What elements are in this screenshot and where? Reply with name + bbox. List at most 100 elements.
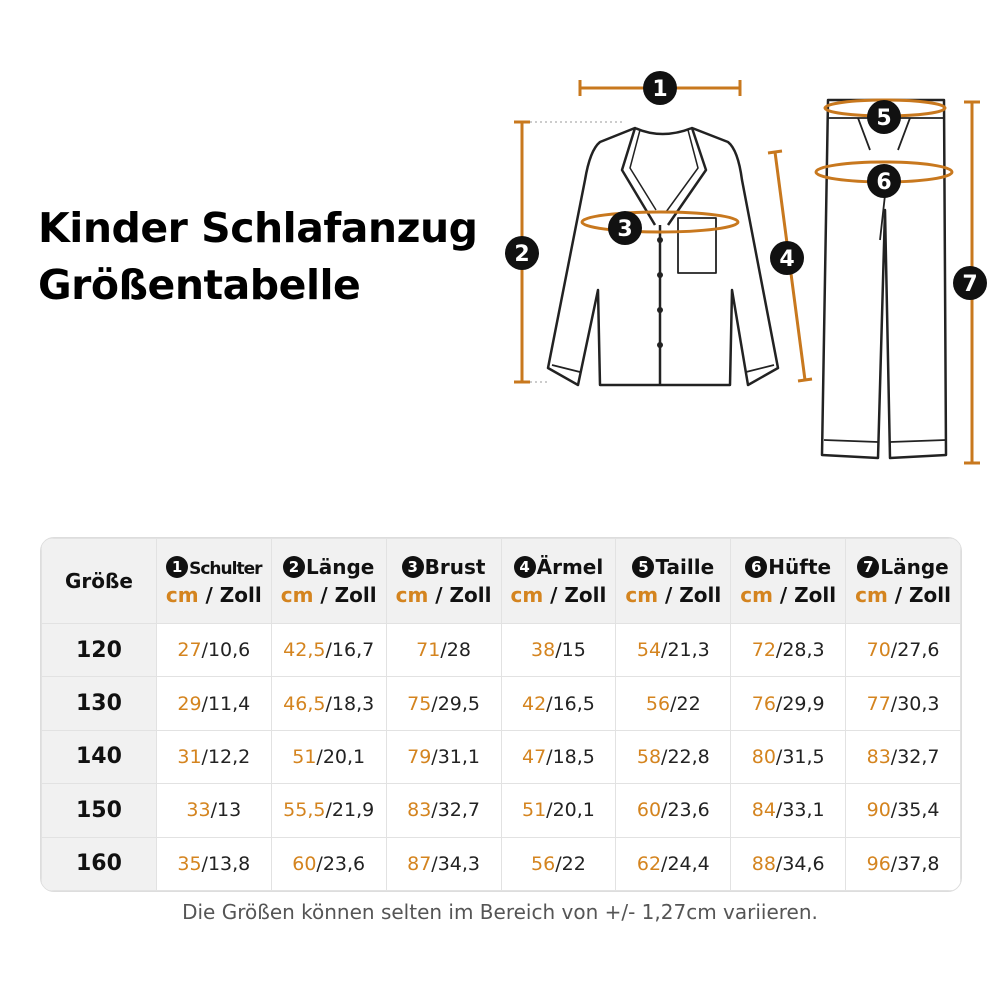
cm-value: 29 [177, 692, 202, 715]
table-row: 140 31/12,2 51/20,1 79/31,1 47/18,5 58/22,8 80… [41, 729, 961, 785]
value-cell: 31/12,2 [155, 729, 272, 785]
cm-value: 51 [521, 799, 547, 822]
cm-value: 56 [645, 692, 671, 715]
inch-value: /32,7 [431, 799, 481, 822]
size-header: Größe [41, 538, 157, 624]
value-cell: 80/31,5 [730, 729, 847, 785]
inch-value: /34,3 [431, 852, 481, 875]
cm-value: cm [510, 583, 551, 607]
guide-lines [530, 121, 625, 383]
inch-value: /30,3 [890, 692, 940, 715]
column-label: Taille [655, 555, 715, 579]
column-number: 2 [283, 556, 305, 578]
column-label: Ärmel [536, 555, 604, 579]
size-cell: 120 [41, 622, 157, 678]
value-cell: 71/28 [385, 622, 502, 678]
marker-label: 3 [617, 217, 632, 242]
inch-value: /20,1 [546, 799, 595, 822]
inch-value: /23,6 [661, 799, 710, 822]
column-number: 3 [401, 556, 424, 578]
table-row: 150 33/13 55,5/21,9 83/32,7 51/20,1 60/23,6 84… [41, 783, 961, 838]
column-number: 5 [632, 556, 655, 578]
column-label: Schulter [189, 559, 262, 579]
column-header: 4 Ärmel cm / Zoll [500, 538, 617, 624]
cm-value: 60 [636, 799, 662, 822]
inch-value: /13 [210, 799, 242, 822]
inch-value: /12,2 [201, 745, 251, 768]
inch-value: /22,8 [661, 745, 710, 768]
column-number: 4 [513, 556, 536, 578]
value-cell: 42,5/16,7 [270, 622, 387, 678]
value-cell: 47/18,5 [500, 729, 617, 785]
cm-value: 60 [292, 852, 317, 875]
size-cell: 160 [41, 836, 157, 891]
value-cell: 33/13 [155, 783, 272, 838]
column-units: cm / Zoll [157, 583, 271, 607]
value-cell: 87/34,3 [385, 836, 502, 891]
inch-value: /27,6 [890, 639, 940, 662]
inch-value: / Zoll [435, 583, 492, 607]
cm-value: cm [165, 583, 206, 607]
value-cell: 77/30,3 [845, 676, 961, 731]
value-cell: 88/34,6 [730, 836, 847, 891]
table-body: 120 27/10,6 42,5/16,7 71/28 38/15 54/21,3 72/2… [41, 622, 961, 891]
column-header: 7 Länge cm / Zoll [845, 538, 961, 624]
cm-value: cm [855, 583, 895, 607]
value-cell: 75/29,5 [385, 676, 502, 731]
inch-value: /31,1 [431, 745, 481, 768]
cm-value: 96 [866, 852, 891, 875]
inch-value: /11,4 [201, 692, 251, 715]
cm-value: 70 [866, 639, 891, 662]
inch-value: /23,6 [316, 852, 366, 875]
cm-value: cm [280, 583, 321, 607]
size-cell: 130 [41, 676, 157, 731]
value-cell: 72/28,3 [730, 622, 847, 678]
title-line: Kinder Schlafanzug [38, 204, 478, 252]
size-cell: 140 [41, 729, 157, 785]
inch-value: /29,9 [775, 692, 825, 715]
inch-value: /16,5 [546, 692, 595, 715]
cm-value: 56 [531, 852, 556, 875]
value-cell: 70/27,6 [845, 622, 961, 678]
column-header: 5 Taille cm / Zoll [615, 538, 732, 624]
marker-circle [608, 211, 642, 245]
inch-value: / Zoll [894, 583, 952, 607]
cm-value: 31 [177, 745, 202, 768]
cm-value: 71 [416, 639, 441, 662]
inch-value: /35,4 [890, 799, 940, 822]
table-row: 120 27/10,6 42,5/16,7 71/28 38/15 54/21,3 72/2… [41, 622, 961, 678]
cm-value: 54 [636, 639, 662, 662]
inch-value: /33,1 [775, 799, 825, 822]
value-cell: 60/23,6 [615, 783, 732, 838]
value-cell: 83/32,7 [845, 729, 961, 785]
column-header: 2 Länge cm / Zoll [270, 538, 387, 624]
garment-diagram: 1 2 3 4 5 6 7 [505, 71, 987, 465]
cm-value: 90 [866, 799, 891, 822]
column-label: Länge [880, 555, 949, 579]
cm-value: 46,5 [283, 692, 326, 715]
value-cell: 96/37,8 [845, 836, 961, 891]
inch-value: /37,8 [890, 852, 940, 875]
cm-value: 83 [407, 799, 432, 822]
value-cell: 55,5/21,9 [270, 783, 387, 838]
inch-value: /21,9 [325, 799, 375, 822]
cm-value: 27 [177, 639, 202, 662]
column-units: cm / Zoll [502, 583, 616, 607]
cm-value: 33 [186, 799, 211, 822]
value-cell: 51/20,1 [500, 783, 617, 838]
cm-value: 62 [636, 852, 662, 875]
column-units: cm / Zoll [387, 583, 501, 607]
cm-value: 79 [407, 745, 432, 768]
value-cell: 56/22 [615, 676, 732, 731]
value-cell: 51/20,1 [270, 729, 387, 785]
marker: 6 [867, 164, 901, 198]
value-cell: 76/29,9 [730, 676, 847, 731]
column-number: 7 [857, 556, 880, 578]
value-cell: 83/32,7 [385, 783, 502, 838]
marker-label: 4 [779, 247, 794, 272]
column-number: 1 [166, 556, 189, 578]
cm-value: 38 [531, 639, 556, 662]
inch-value: / Zoll [205, 583, 262, 607]
cm-value: 47 [521, 745, 547, 768]
